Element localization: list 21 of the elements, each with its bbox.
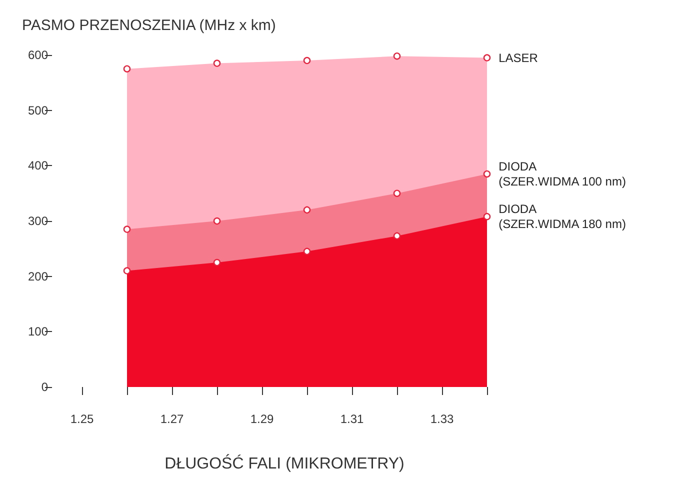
series-label: DIODA (SZER.WIDMA 180 nm): [498, 202, 626, 232]
point: [303, 248, 311, 256]
x-tick-label: 1.25: [70, 412, 94, 426]
x-tick-label: 1.31: [340, 412, 364, 426]
series-label: LASER: [498, 50, 538, 65]
x-tick-label: 1.33: [430, 412, 454, 426]
x-tick-label: 1.27: [160, 412, 184, 426]
x-axis-title: DŁUGOŚĆ FALI (MIKROMETRY): [164, 454, 404, 472]
point: [483, 212, 491, 220]
series-label: DIODA (SZER.WIDMA 100 nm): [498, 159, 626, 188]
y-axis-title: PASMO PRZENOSZENIA (MHz x km): [22, 17, 276, 34]
y-tick-label: 300: [28, 214, 48, 228]
y-tick-label: 400: [28, 158, 48, 173]
y-tick-label: 600: [28, 48, 48, 62]
point: [393, 232, 401, 240]
x-tick-label: 1.29: [250, 412, 274, 426]
point: [213, 258, 221, 266]
y-tick-label: 200: [28, 269, 48, 284]
y-tick-label: 100: [28, 324, 48, 339]
y-tick-label: 500: [28, 103, 48, 118]
point: [123, 267, 131, 274]
